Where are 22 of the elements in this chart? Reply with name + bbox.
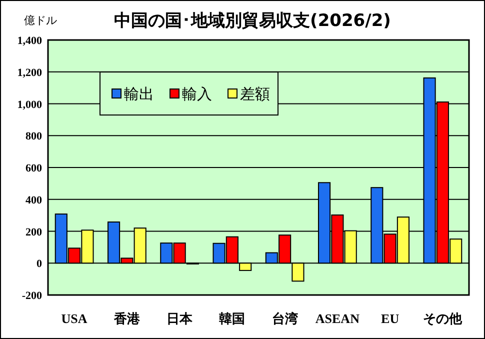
y-tick-label: 0: [36, 258, 42, 270]
chart-title: 中国の国･地域別貿易収支(2026/2): [114, 11, 391, 31]
y-tick-label: 1,400: [17, 35, 42, 47]
x-tick-label: USA: [61, 311, 88, 326]
x-tick-label: 台湾: [272, 311, 298, 326]
legend-label: 輸入: [182, 85, 212, 103]
x-tick-label: 香港: [112, 311, 141, 326]
y-tick-label: 1,200: [17, 66, 42, 79]
legend-label: 輸出: [124, 85, 154, 103]
y-tick-label: 800: [26, 130, 42, 143]
x-tick-label: その他: [423, 311, 464, 326]
y-tick-label: 200: [26, 226, 42, 238]
y-tick-label: 1,000: [17, 98, 42, 111]
x-tick-label: 日本: [166, 311, 194, 326]
x-tick-label: ASEAN: [315, 311, 360, 326]
y-tick-label: -200: [22, 290, 42, 302]
y-tick-label: 400: [26, 194, 42, 206]
legend-label: 差額: [240, 85, 270, 103]
x-tick-label: 韓国: [219, 311, 246, 326]
y-tick-label: 600: [26, 162, 42, 174]
y-axis-title: 億ドル: [24, 14, 57, 27]
x-tick-label: EU: [381, 311, 400, 326]
